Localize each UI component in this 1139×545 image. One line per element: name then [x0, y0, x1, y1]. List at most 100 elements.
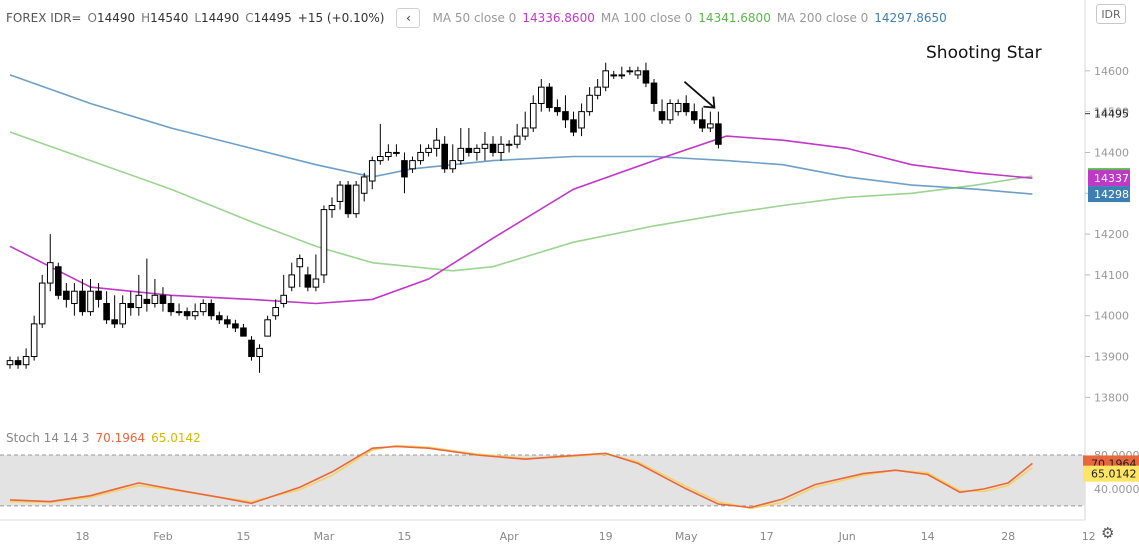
candle: [63, 283, 70, 308]
time-tick-label: Jun: [838, 530, 856, 543]
candle: [489, 136, 497, 157]
time-tick-label: Apr: [500, 530, 520, 543]
candle-body: [465, 147, 473, 153]
candle: [715, 111, 722, 149]
low-value: 14490: [201, 11, 240, 25]
candle: [393, 144, 400, 157]
candle-body: [95, 290, 102, 300]
candle-body: [674, 102, 682, 113]
candle-body: [401, 160, 408, 178]
candle: [167, 295, 175, 316]
candle: [175, 303, 183, 316]
candle-body: [433, 139, 440, 149]
candle-body: [143, 298, 151, 304]
time-tick-label: Feb: [153, 530, 172, 543]
time-tick-label: 12: [1082, 530, 1096, 543]
candle: [288, 262, 296, 292]
candle-body: [521, 127, 529, 137]
candle-body: [626, 70, 634, 73]
candle: [183, 307, 191, 320]
candle: [6, 356, 14, 369]
price-tick-label: 13900: [1094, 351, 1129, 364]
candle-body: [30, 323, 38, 358]
change-value: +15 (+0.10%): [297, 11, 385, 25]
ma50-value: 14336.8600: [522, 11, 595, 25]
time-axis[interactable]: 18 Feb 15 Mar 15 Apr 19 May 17 Jun 14 28 12: [0, 519, 1096, 543]
stoch-tick-label: 40.0000: [1094, 483, 1139, 496]
candle-body: [224, 319, 231, 325]
stoch-k-line: [9, 445, 1033, 509]
annotation-label: Shooting Star: [926, 43, 1042, 63]
candle: [521, 111, 529, 141]
candle-body: [393, 151, 400, 154]
ma200-value: 14297.8650: [874, 11, 947, 25]
candle: [55, 262, 62, 300]
candle: [626, 66, 634, 75]
last-price-label: 14495: [1094, 108, 1129, 121]
candle: [449, 144, 457, 173]
candle: [111, 295, 118, 328]
candle-body: [199, 302, 207, 313]
candle: [135, 274, 143, 316]
candle: [30, 315, 38, 361]
candle: [151, 278, 159, 308]
price-tick-label: 14100: [1094, 269, 1129, 282]
candle-body: [352, 184, 360, 215]
candle: [199, 299, 207, 316]
candle-body: [650, 82, 658, 104]
candle-body: [441, 143, 448, 170]
arrow-head: [703, 96, 716, 109]
candle-body: [312, 278, 320, 288]
candle-body: [304, 274, 312, 288]
candle-body: [328, 205, 336, 211]
collapse-legend-button[interactable]: ‹: [396, 8, 421, 28]
high-label: H: [141, 11, 151, 25]
candle-body: [529, 102, 537, 129]
candle-body: [610, 74, 618, 77]
candle-body: [55, 266, 62, 296]
candle-body: [103, 302, 110, 321]
candle: [690, 103, 698, 124]
candle: [344, 181, 352, 218]
candle: [119, 295, 127, 328]
candle: [127, 291, 135, 316]
candle: [328, 197, 336, 218]
candle: [602, 62, 610, 92]
candle: [385, 144, 392, 161]
candle: [473, 144, 481, 161]
candle: [71, 283, 78, 316]
candle-body: [699, 119, 706, 129]
currency-button[interactable]: IDR: [1096, 4, 1126, 24]
candle-body: [191, 311, 199, 317]
candle-body: [497, 143, 505, 153]
gear-icon[interactable]: ⚙: [1101, 524, 1115, 542]
candle: [562, 95, 569, 128]
candle: [538, 78, 545, 112]
time-tick-label: 19: [599, 530, 613, 543]
candle-body: [715, 123, 722, 145]
candle-body: [6, 360, 14, 366]
stoch-d-value: 65.0142: [151, 431, 201, 445]
candle: [433, 127, 440, 157]
candle: [618, 66, 626, 79]
candle-body: [570, 119, 577, 133]
candle-body: [272, 307, 279, 317]
price-pane[interactable]: 1460014500144001430014200141001400013900…: [6, 62, 1130, 405]
candle-body: [256, 347, 263, 358]
candle: [634, 66, 642, 79]
candle-body: [377, 156, 384, 162]
candle-body: [71, 290, 78, 304]
candle-body: [264, 319, 271, 337]
candle-body: [159, 294, 167, 304]
time-tick-label: 17: [760, 530, 774, 543]
candle-body: [183, 311, 191, 317]
ma100-value: 14341.6800: [698, 11, 771, 25]
price-tick-label: 13800: [1094, 391, 1129, 404]
open-value: 14490: [96, 11, 136, 25]
stoch-d-badge-label: 65.0142: [1091, 468, 1137, 481]
stoch-d-badge: 65.0142: [1083, 465, 1139, 482]
candle: [320, 205, 328, 284]
close-value: 14495: [253, 11, 292, 25]
